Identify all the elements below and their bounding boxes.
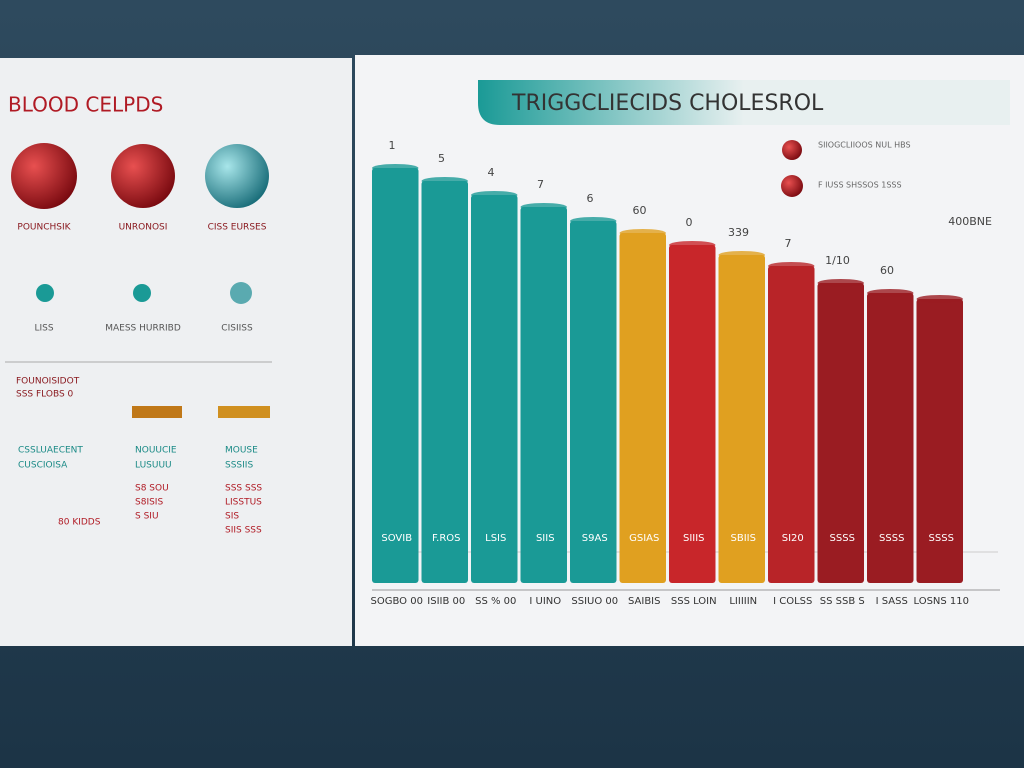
bar-top-label: 339: [728, 226, 749, 239]
bar: [619, 233, 666, 583]
bar-cap: [372, 164, 419, 172]
bar-top-label: 1/10: [825, 254, 850, 267]
cell-icon: [230, 282, 252, 304]
bar-inner-label: SIIIS: [683, 533, 705, 544]
chart-title: TRIGGCLIECIDS CHOLESROL: [511, 91, 824, 116]
x-tick-label: SS % 00: [475, 596, 516, 607]
column-title: NOUUCIE: [135, 446, 177, 456]
bar: [867, 293, 914, 583]
bar-cap: [817, 279, 864, 287]
bar-cap: [916, 295, 963, 303]
column-line: S8ISIS: [135, 498, 163, 508]
bar-inner-label: SBIIS: [731, 533, 756, 544]
bar-top-label: 4: [488, 166, 495, 179]
bar-cap: [520, 203, 567, 211]
x-tick-label: LIIIIIN: [729, 596, 757, 607]
legend-text: FOUNOISIDOT: [16, 377, 80, 387]
cell-label: CISS EURSES: [208, 223, 267, 233]
bar: [520, 207, 567, 583]
x-tick-label: SSIUO 00: [571, 596, 618, 607]
bar-top-label: 0: [686, 216, 693, 229]
bar-inner-label: S9AS: [582, 533, 608, 544]
column-line: S SIU: [135, 512, 159, 522]
bar: [471, 195, 518, 583]
column-title: CSSLUAECENT: [18, 446, 83, 456]
bar-top-label: 60: [880, 264, 894, 277]
legend-text: SSS FLOBS 0: [16, 390, 74, 400]
column-line: SIS: [225, 512, 239, 522]
cell-caption: MAESS HURRIBD: [105, 324, 181, 334]
column-line: S8 SOU: [135, 484, 169, 494]
cell-label: POUNCHSIK: [17, 223, 71, 233]
x-tick-label: SOGBO 00: [371, 596, 423, 607]
bar-top-label: 60: [633, 204, 647, 217]
bar: [421, 181, 468, 583]
note: SIIOGCLIIOOS NUL HBS: [818, 141, 911, 150]
bar-inner-label: SI20: [782, 533, 804, 544]
drop-icon: [782, 140, 802, 160]
bar-cap: [421, 177, 468, 185]
bar-top-label: 6: [587, 192, 594, 205]
note: F IUSS SHSSOS 1SSS: [818, 181, 902, 190]
swatch: [218, 406, 270, 418]
bar: [718, 255, 765, 583]
x-tick-label: SSS LOIN: [671, 596, 717, 607]
bar-inner-label: SIIS: [536, 533, 555, 544]
left-page-content: BLOOD CELPDS POUNCHSIK UNRONOSI CISS EURSE…: [5, 93, 272, 536]
bar-cap: [471, 191, 518, 199]
column-sub: CUSCIOISA: [18, 461, 68, 471]
swatch: [132, 406, 182, 418]
bar: [372, 168, 419, 583]
bar: [669, 245, 716, 583]
bar-cap: [619, 229, 666, 237]
column-line: LISSTUS: [225, 498, 262, 508]
bar-top-label: 7: [785, 237, 792, 250]
column-line: SIIS SSS: [225, 526, 262, 536]
column-sub: LUSUUU: [135, 461, 172, 471]
column-title: MOUSE: [225, 446, 258, 456]
x-tick-label: SAIBIS: [628, 596, 660, 607]
x-tick-label: I SASS: [876, 596, 908, 607]
bar-inner-label: SSSS: [879, 533, 904, 544]
title-banner: [478, 80, 1010, 125]
bar-cap: [768, 262, 815, 270]
cell-caption: CISIISS: [221, 324, 253, 334]
x-tick-label: I COLSS: [773, 596, 812, 607]
bar: [817, 283, 864, 583]
left-title: BLOOD CELPDS: [8, 93, 163, 117]
x-tick-label: LOSNS 110: [913, 596, 969, 607]
bar-inner-label: SSSS: [929, 533, 954, 544]
cell-icon: [111, 144, 175, 208]
x-tick-label: I UINO: [529, 596, 561, 607]
bar-top-label: 5: [438, 152, 445, 165]
cell-caption: LISS: [34, 324, 53, 334]
x-tick-label: ISIIB 00: [427, 596, 465, 607]
bar-cap: [867, 289, 914, 297]
bar-top-label: 1: [389, 139, 396, 152]
bar: [916, 299, 963, 583]
bar-cap: [570, 217, 617, 225]
bar-inner-label: F.ROS: [432, 533, 461, 544]
bar-cap: [718, 251, 765, 259]
cell-icon: [133, 284, 151, 302]
column-sub: SSSIIS: [225, 461, 253, 471]
drop-icon: [781, 175, 803, 197]
cell-icon: [205, 144, 269, 208]
bar-inner-label: SSSS: [830, 533, 855, 544]
bar-inner-label: SOVIB: [381, 533, 412, 544]
corner-label: 400BNE: [948, 215, 992, 228]
x-tick-label: SS SSB S: [820, 596, 865, 607]
bar-inner-label: GSIAS: [629, 533, 659, 544]
bar-cap: [669, 241, 716, 249]
bar-inner-label: LSIS: [485, 533, 506, 544]
cell-icon: [36, 284, 54, 302]
bar-top-label: 7: [537, 178, 544, 191]
cell-icon: [11, 143, 77, 209]
bar: [570, 221, 617, 583]
cell-label: UNRONOSI: [119, 223, 168, 233]
column-line: SSS SSS: [225, 484, 262, 494]
bar: [768, 266, 815, 583]
column-line: 80 KIDDS: [58, 518, 101, 528]
